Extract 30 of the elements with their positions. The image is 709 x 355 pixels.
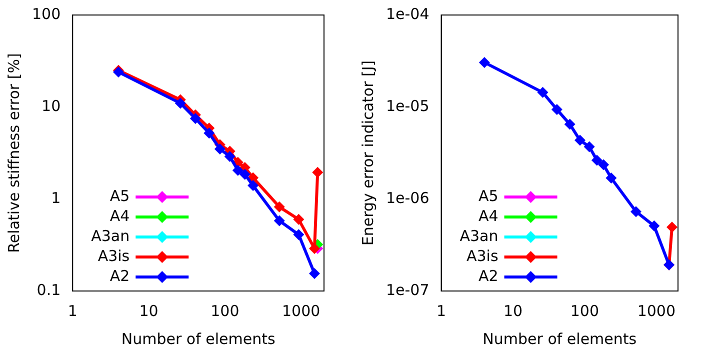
legend-label: A2: [478, 266, 498, 285]
y-tick-label: 0.1: [36, 280, 61, 299]
legend-label: A4: [110, 206, 130, 225]
y-axis-title: Energy error indicator [J]: [358, 60, 377, 246]
legend-label: A3an: [91, 226, 130, 245]
legend-label: A4: [478, 206, 498, 225]
x-tick-label: 100: [570, 302, 600, 320]
legend-label: A3is: [98, 246, 130, 265]
y-axis-title: Relative stiffness error [%]: [4, 53, 23, 253]
x-axis-title: Number of elements: [482, 330, 637, 348]
legend-label: A5: [110, 186, 130, 205]
y-tick-label: 1e-04: [386, 4, 430, 23]
legend-label: A2: [110, 266, 130, 285]
y-tick-label: 1e-06: [386, 188, 430, 207]
legend-label: A5: [478, 186, 498, 205]
x-tick-label: 100: [210, 302, 240, 320]
x-tick-label: 1: [68, 302, 78, 320]
y-tick-label: 100: [32, 4, 61, 23]
legend-label: A3an: [460, 226, 498, 245]
y-tick-label: 10: [42, 96, 61, 115]
y-tick-label: 1e-07: [386, 280, 430, 299]
legend-label: A3is: [466, 246, 498, 265]
x-tick-label: 10: [503, 302, 523, 320]
y-tick-label: 1: [51, 188, 61, 207]
x-tick-label: 1000: [637, 302, 676, 320]
x-axis-title: Number of elements: [121, 330, 276, 348]
x-tick-label: 1: [436, 302, 446, 320]
y-tick-label: 1e-05: [386, 96, 430, 115]
x-tick-label: 10: [139, 302, 158, 320]
x-tick-label: 1000: [282, 302, 320, 320]
